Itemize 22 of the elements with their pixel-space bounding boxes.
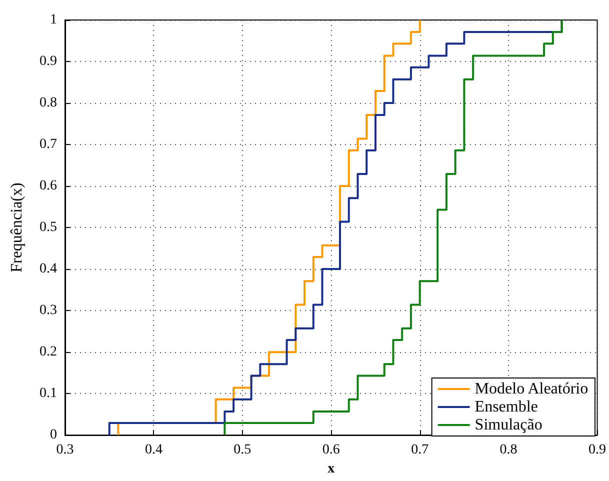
- legend-label: Simulação: [474, 416, 542, 434]
- y-tick-label: 0.6: [40, 178, 57, 194]
- y-tick-label: 0.4: [40, 262, 57, 277]
- y-tick-label: 0.5: [40, 220, 57, 236]
- legend-label: Modelo Aleatório: [474, 380, 588, 398]
- x-tick-label: 0.9: [588, 442, 606, 458]
- x-tick-label: 0.7: [411, 442, 429, 458]
- x-tick-label: 0.6: [322, 442, 340, 458]
- x-tick-label: 0.5: [234, 442, 252, 458]
- y-tick-label: 0.2: [40, 344, 57, 360]
- y-tick-label: 0: [50, 428, 57, 443]
- y-tick-label: 0.1: [40, 386, 57, 402]
- y-tick-label: 0.8: [40, 96, 57, 111]
- y-axis-title: Frequência(x): [8, 182, 26, 272]
- x-tick-label: 0.4: [144, 442, 162, 458]
- y-tick-label: 0.7: [40, 137, 57, 152]
- x-axis-title: x: [328, 462, 335, 476]
- x-tick-label: 0.8: [500, 442, 518, 458]
- y-tick-label: 1: [50, 12, 57, 28]
- legend-label: Ensemble: [474, 398, 538, 416]
- y-tick-label: 0.9: [40, 54, 57, 70]
- y-tick-label: 0.3: [40, 303, 57, 318]
